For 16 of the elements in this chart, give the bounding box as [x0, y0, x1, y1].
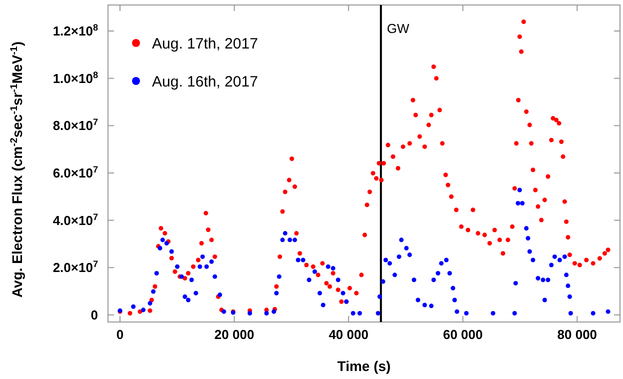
y-tick-label: 1.0×10$^{8}$	[52, 70, 98, 86]
x-tick-label: 20 000	[214, 327, 254, 342]
legend-label: Aug. 16th, 2017	[152, 73, 258, 90]
y-tick-label: 6.0×10$^{7}$	[52, 164, 98, 181]
x-tick-label: 40 000	[328, 327, 368, 342]
x-tick-label: 80 000	[557, 327, 598, 342]
y-tick-label: 1.2×10$^{8}$	[52, 22, 98, 39]
x-tick-label: 0	[116, 327, 124, 342]
y-tick-label: 2.0×10$^{7}$	[52, 259, 98, 276]
x-axis-title: Time (s)	[337, 358, 391, 374]
legend-label: Aug. 17th, 2017	[152, 35, 258, 52]
x-tick-label: 60 000	[442, 327, 483, 342]
y-tick-label: 8.0×10$^{7}$	[52, 117, 98, 134]
y-tick-label: 4.0×10$^{7}$	[52, 212, 98, 228]
y-tick-label: 0	[90, 307, 98, 322]
ref-line-label: GW	[386, 21, 410, 36]
